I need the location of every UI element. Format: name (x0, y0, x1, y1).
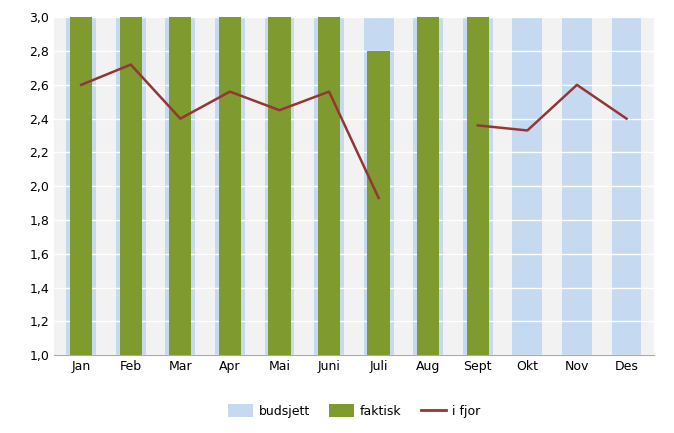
Bar (116, 0, 146, 355)
Bar (413, 0, 443, 355)
Bar (66, 0, 96, 355)
Legend: budsjett, faktisk, i fjor: budsjett, faktisk, i fjor (222, 400, 485, 423)
Bar (70, 0, 92, 355)
Bar (268, 0, 290, 355)
Bar (119, 0, 142, 355)
Bar (466, 0, 489, 355)
Bar (562, 0, 592, 355)
Bar (367, 51, 390, 355)
Bar (215, 0, 245, 355)
Bar (219, 0, 241, 355)
Bar (417, 0, 439, 355)
Bar (169, 0, 191, 355)
Bar (463, 0, 493, 355)
Bar (364, 17, 394, 355)
Bar (314, 0, 344, 355)
Bar (165, 0, 195, 355)
Bar (265, 0, 295, 355)
Bar (318, 0, 340, 355)
Bar (512, 0, 543, 355)
Bar (611, 0, 642, 355)
